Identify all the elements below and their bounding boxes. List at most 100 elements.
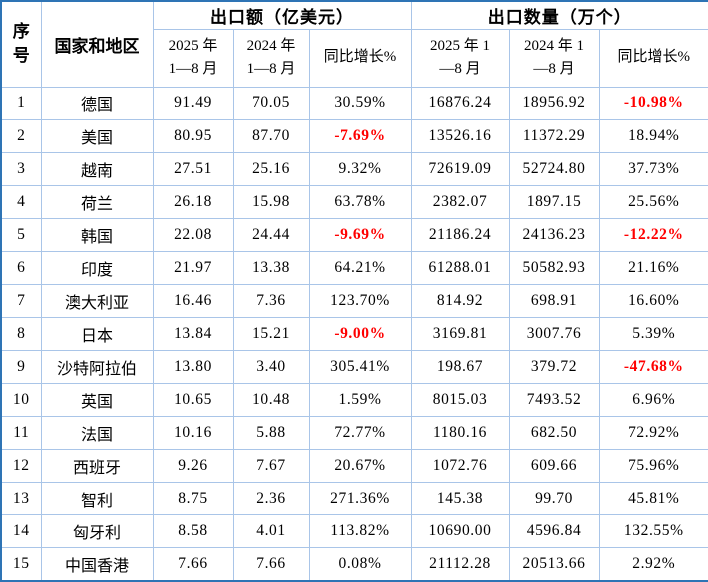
cell-seq: 11 [0,415,42,450]
table-row: 10 英国 10.65 10.48 1.59% 8015.03 7493.52 … [0,382,708,417]
table-row: 13 智利 8.75 2.36 271.36% 145.38 99.70 45.… [0,481,708,516]
cell-export-value-2025: 91.49 [152,86,234,121]
cell-seq: 10 [0,382,42,417]
cell-export-value-2025: 22.08 [152,218,234,253]
header-group-row: 序号 国家和地区 出口额（亿美元） 出口数量（万个） [0,0,708,88]
cell-export-value-growth: 305.41% [308,349,412,384]
cell-export-value-2024: 10.48 [232,382,310,417]
cell-export-qty-2025: 198.67 [410,349,510,384]
cell-export-value-2025: 7.66 [152,547,234,582]
cell-export-value-2025: 26.18 [152,185,234,220]
header-value-2024: 2024 年 1—8 月 [232,28,310,88]
cell-export-value-growth: 30.59% [308,86,412,121]
header-group-export-value: 出口额（亿美元） [152,0,412,30]
cell-export-value-2025: 8.58 [152,514,234,549]
header-seq: 序号 [0,0,42,88]
cell-export-qty-growth: -47.68% [598,349,708,384]
cell-country: 美国 [40,119,154,154]
cell-seq: 6 [0,251,42,286]
cell-export-value-2024: 13.38 [232,251,310,286]
cell-export-value-2025: 80.95 [152,119,234,154]
cell-export-qty-2024: 11372.29 [508,119,600,154]
cell-seq: 13 [0,481,42,516]
cell-export-qty-2025: 1180.16 [410,415,510,450]
cell-export-qty-2024: 609.66 [508,448,600,483]
cell-export-value-2024: 25.16 [232,152,310,187]
table-row: 15 中国香港 7.66 7.66 0.08% 21112.28 20513.6… [0,547,708,582]
cell-export-qty-2024: 1897.15 [508,185,600,220]
cell-seq: 4 [0,185,42,220]
cell-export-value-growth: 72.77% [308,415,412,450]
cell-export-value-growth: 113.82% [308,514,412,549]
cell-export-value-2025: 27.51 [152,152,234,187]
cell-seq: 9 [0,349,42,384]
header-qty-2025: 2025 年 1 —8 月 [410,28,510,88]
cell-export-qty-2025: 61288.01 [410,251,510,286]
cell-seq: 3 [0,152,42,187]
table-body: 1 德国 91.49 70.05 30.59% 16876.24 18956.9… [0,86,708,582]
cell-export-value-2025: 8.75 [152,481,234,516]
table-row: 7 澳大利亚 16.46 7.36 123.70% 814.92 698.91 … [0,284,708,318]
cell-country: 智利 [40,481,154,516]
cell-export-qty-2024: 99.70 [508,481,600,516]
header-seq-label: 序号 [12,22,30,66]
cell-seq: 15 [0,547,42,582]
cell-export-qty-growth: 18.94% [598,119,708,154]
cell-export-qty-2025: 2382.07 [410,185,510,220]
cell-export-value-2024: 4.01 [232,514,310,549]
cell-country: 德国 [40,86,154,121]
cell-export-qty-growth: 16.60% [598,284,708,318]
cell-export-value-2025: 13.80 [152,349,234,384]
cell-export-qty-growth: 25.56% [598,185,708,220]
header-country: 国家和地区 [40,0,154,88]
cell-export-qty-growth: 5.39% [598,316,708,351]
table-header: 序号 国家和地区 出口额（亿美元） 出口数量（万个） 2025 年 1—8 月 … [0,0,708,88]
table-row: 12 西班牙 9.26 7.67 20.67% 1072.76 609.66 7… [0,448,708,483]
header-value-2025: 2025 年 1—8 月 [152,28,234,88]
cell-export-value-2024: 15.21 [232,316,310,351]
cell-country: 沙特阿拉伯 [40,349,154,384]
cell-country: 英国 [40,382,154,417]
cell-export-qty-2024: 52724.80 [508,152,600,187]
cell-export-qty-growth: 21.16% [598,251,708,286]
cell-seq: 12 [0,448,42,483]
cell-export-qty-2024: 50582.93 [508,251,600,286]
cell-export-qty-2025: 16876.24 [410,86,510,121]
cell-export-value-2024: 70.05 [232,86,310,121]
cell-export-qty-growth: 6.96% [598,382,708,417]
cell-export-qty-2025: 145.38 [410,481,510,516]
cell-export-qty-2024: 24136.23 [508,218,600,253]
table-row: 9 沙特阿拉伯 13.80 3.40 305.41% 198.67 379.72… [0,349,708,384]
cell-export-value-growth: 0.08% [308,547,412,582]
cell-export-qty-2024: 18956.92 [508,86,600,121]
cell-export-value-growth: 271.36% [308,481,412,516]
table-row: 8 日本 13.84 15.21 -9.00% 3169.81 3007.76 … [0,316,708,351]
cell-export-qty-2025: 72619.09 [410,152,510,187]
table-row: 2 美国 80.95 87.70 -7.69% 13526.16 11372.2… [0,119,708,154]
cell-country: 印度 [40,251,154,286]
cell-export-qty-growth: 75.96% [598,448,708,483]
cell-export-value-2024: 2.36 [232,481,310,516]
header-group-export-quantity: 出口数量（万个） [410,0,708,30]
cell-country: 西班牙 [40,448,154,483]
cell-export-value-growth: 1.59% [308,382,412,417]
cell-seq: 2 [0,119,42,154]
cell-export-value-2024: 87.70 [232,119,310,154]
cell-country: 匈牙利 [40,514,154,549]
cell-export-qty-2024: 7493.52 [508,382,600,417]
cell-export-value-2025: 10.16 [152,415,234,450]
cell-export-qty-2025: 8015.03 [410,382,510,417]
cell-export-qty-2024: 20513.66 [508,547,600,582]
cell-export-value-growth: 63.78% [308,185,412,220]
cell-export-qty-growth: 132.55% [598,514,708,549]
cell-seq: 7 [0,284,42,318]
table-row: 11 法国 10.16 5.88 72.77% 1180.16 682.50 7… [0,415,708,450]
cell-export-value-2024: 24.44 [232,218,310,253]
cell-country: 韩国 [40,218,154,253]
cell-export-qty-2025: 10690.00 [410,514,510,549]
cell-country: 澳大利亚 [40,284,154,318]
header-qty-growth: 同比增长% [598,28,708,88]
cell-seq: 1 [0,86,42,121]
cell-export-qty-growth: -12.22% [598,218,708,253]
